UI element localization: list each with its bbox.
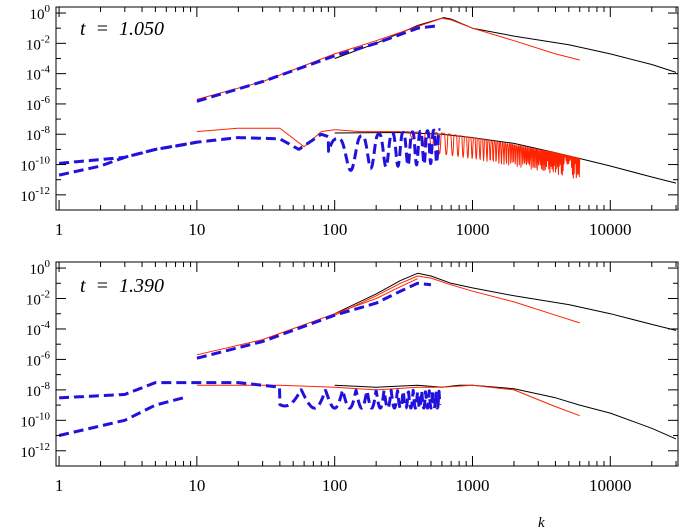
y-tick-label: 10-10 xyxy=(20,155,50,175)
x-tick-label: 100 xyxy=(322,476,348,495)
panel-bottom-series xyxy=(58,272,677,440)
panel-bottom: t = 1.390 k 1 10 100 1000 10000 100 10-2 10-4 10… xyxy=(20,258,679,530)
y-tick-label: 10-6 xyxy=(26,94,51,114)
y-tick-label: 10-12 xyxy=(20,441,50,461)
y-tick-label: 10-4 xyxy=(26,64,51,84)
x-tick-label: 1 xyxy=(55,476,64,495)
y-tick-label: 10-8 xyxy=(26,124,51,144)
panel-top-series xyxy=(58,17,677,184)
series-red-solid-line xyxy=(196,278,418,356)
series-red-solid-line xyxy=(334,275,580,324)
y-tick-label: 10-4 xyxy=(26,319,51,339)
series-blue-dashed-line xyxy=(196,24,441,103)
series-black-solid-line xyxy=(334,272,677,331)
series-black-solid-line xyxy=(334,17,677,73)
x-tick-label: 1000 xyxy=(455,476,489,495)
series-red-solid-line xyxy=(196,127,581,179)
series-red-solid-line xyxy=(196,384,580,417)
panel-top: t = 1.050 1 10 100 1000 10000 100 10-2 10-4 10-6… xyxy=(20,3,679,239)
series-blue-dashed-line xyxy=(58,381,442,410)
y-tick-label: 10-8 xyxy=(26,380,51,400)
panel-top-annotation: t = 1.050 xyxy=(80,18,164,40)
x-tick-label: 100 xyxy=(322,220,348,239)
y-tick-label: 10-6 xyxy=(26,349,51,369)
series-blue-dashed-line xyxy=(58,128,441,172)
x-tick-label: 1000 xyxy=(455,220,489,239)
y-tick-label: 10-12 xyxy=(20,185,50,205)
plot-frame xyxy=(55,261,679,467)
series-black-solid-line xyxy=(334,384,677,440)
y-tick-label: 100 xyxy=(30,258,51,278)
y-tick-label: 100 xyxy=(30,3,51,23)
x-tick-label: 10 xyxy=(188,220,205,239)
series-black-solid-line xyxy=(334,132,677,184)
x-axis-label: k xyxy=(538,515,545,530)
y-tick-label: 10-2 xyxy=(26,289,50,309)
plot-frame xyxy=(55,6,679,211)
y-tick-label: 10-10 xyxy=(20,410,50,430)
x-tick-label: 1 xyxy=(55,220,64,239)
x-tick-label: 10 xyxy=(188,476,205,495)
series-blue-dashed-line xyxy=(196,281,432,360)
series-blue-dashed-line xyxy=(58,396,184,437)
x-tick-label: 10000 xyxy=(589,476,632,495)
series-red-solid-line xyxy=(196,17,580,100)
series-blue-dashed-line xyxy=(58,140,198,177)
x-tick-label: 10000 xyxy=(589,220,632,239)
panel-bottom-annotation: t = 1.390 xyxy=(80,275,164,297)
y-tick-label: 10-2 xyxy=(26,33,50,53)
